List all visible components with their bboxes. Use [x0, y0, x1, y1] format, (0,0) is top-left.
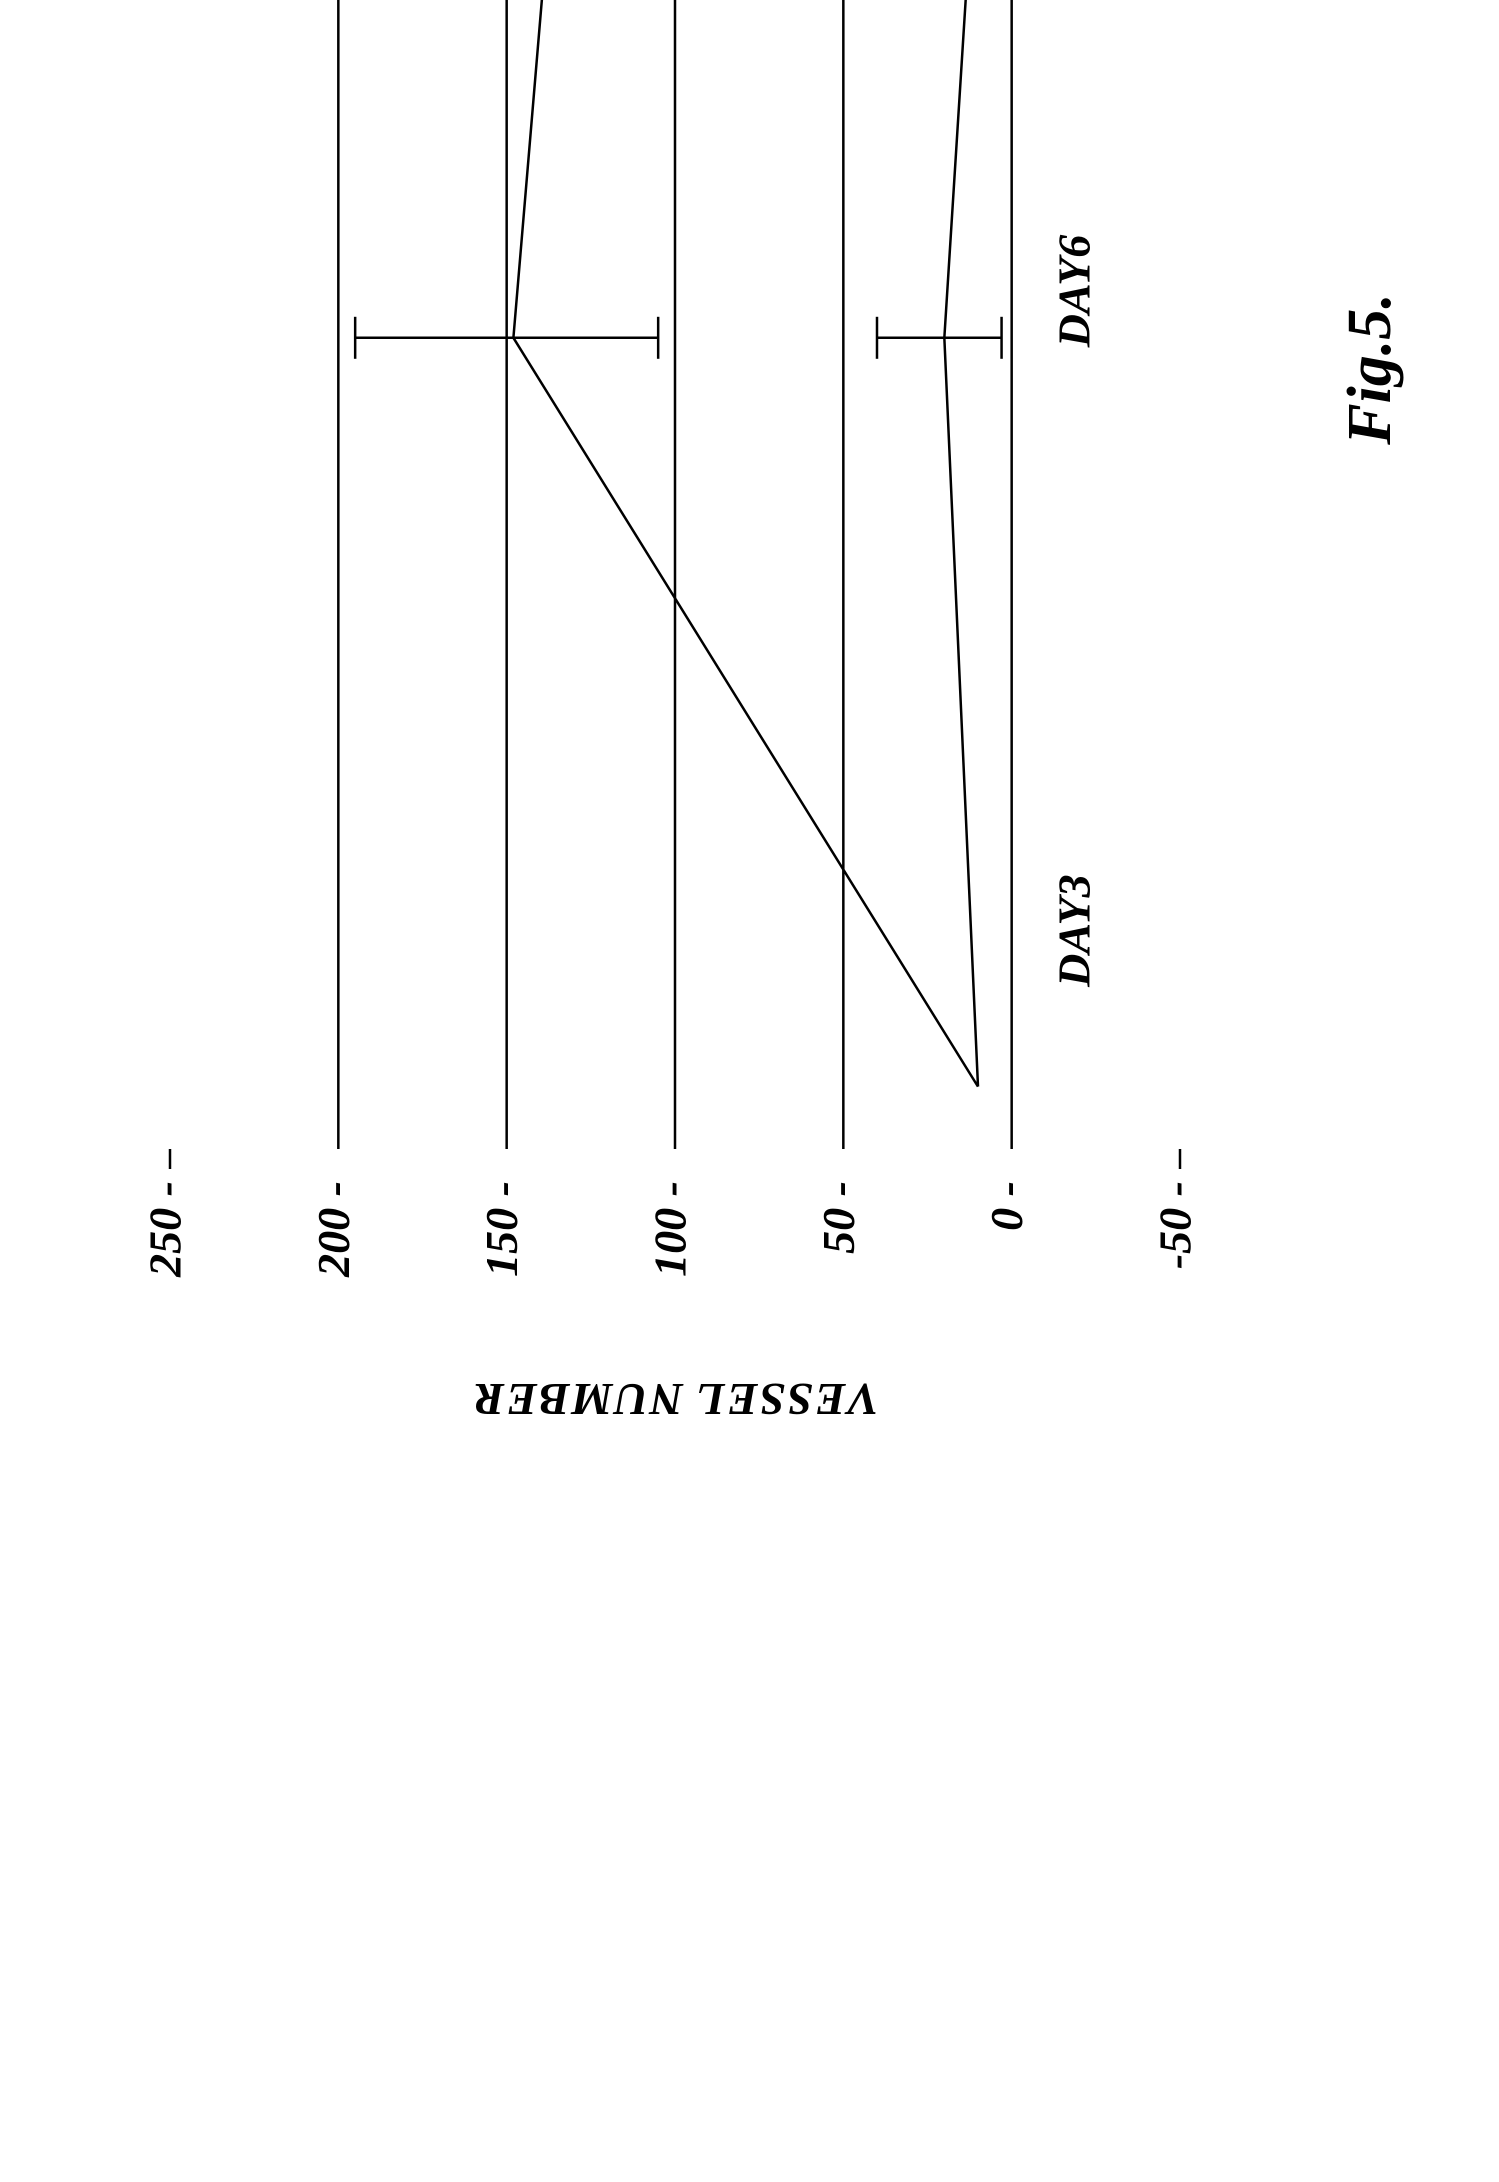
figure-svg: -50 - 0 - 50 - 100 - 150 - 200 - 250 - DAY3 DAY6…	[0, 0, 1499, 1499]
y-axis-label: VESSEL NUMBER	[472, 1374, 879, 1425]
y-tick-label: 150 -	[476, 1181, 527, 1277]
x-tick-label: DAY6	[1049, 235, 1100, 348]
y-tick-label: 200 -	[308, 1181, 359, 1278]
y-tick-label: 0 -	[981, 1181, 1032, 1231]
series-line-control	[944, 0, 984, 1087]
x-tick-label: DAY3	[1049, 874, 1100, 987]
y-tick-label: 100 -	[645, 1181, 696, 1277]
series-line-opg	[513, 0, 978, 1087]
figure-caption: Fig.5.	[1336, 293, 1404, 446]
y-tick-label: -50 -	[1150, 1181, 1201, 1269]
y-tick-label: 250 -	[140, 1181, 191, 1278]
y-tick-label: 50 -	[813, 1181, 864, 1254]
